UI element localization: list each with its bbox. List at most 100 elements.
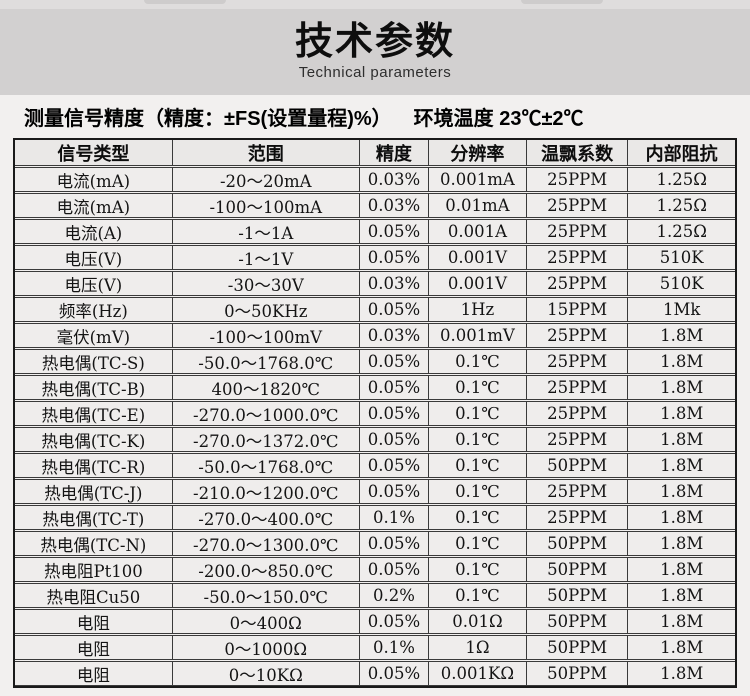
table-row: 热电偶(TC-B) 400～1820℃ 0.05% 0.1℃ 25PPM 1.8… xyxy=(15,375,735,400)
cell-temp-drift: 25PPM xyxy=(527,376,629,399)
cell-temp-drift: 25PPM xyxy=(527,246,629,269)
table-row: 热电偶(TC-R) -50.0～1768.0℃ 0.05% 0.1℃ 50PPM… xyxy=(15,453,735,478)
cell-internal-impedance: 1.8M xyxy=(660,352,704,371)
table-row: 热电偶(TC-J) -210.0～1200.0℃ 0.05% 0.1℃ 25PP… xyxy=(15,479,735,504)
cell-range: 400～1820℃ xyxy=(173,376,360,399)
table-row: 频率(Hz) 0～50KHz 0.05% 1Hz 15PPM 1Mk xyxy=(15,297,735,322)
cell-resolution: 1Ω xyxy=(429,636,527,659)
cell-resolution: 0.1℃ xyxy=(429,402,527,425)
cell-temp-drift: 25PPM xyxy=(527,168,629,191)
cell-internal-impedance: 1.25Ω xyxy=(656,170,707,189)
cell-accuracy: 0.05% xyxy=(360,558,429,581)
cell-temp-drift: 50PPM xyxy=(527,584,629,607)
cell-range: -100～100mA xyxy=(173,194,360,217)
cell-signal-type: 热电偶(TC-J) xyxy=(15,480,173,503)
cell-resolution: 0.001mA xyxy=(429,168,527,191)
cell-resolution: 0.1℃ xyxy=(429,376,527,399)
cell-internal-impedance: 1.8M xyxy=(660,326,704,345)
measurement-note: 测量信号精度（精度：±FS(设置量程)%） 环境温度 23℃±2℃ xyxy=(14,103,736,135)
cell-internal-impedance: 1.8M xyxy=(660,638,704,657)
cell-temp-drift: 25PPM xyxy=(527,324,629,347)
cell-signal-type: 热电偶(TC-R) xyxy=(15,454,173,477)
top-tab-left xyxy=(144,0,226,4)
cell-resolution: 0.1℃ xyxy=(429,506,527,529)
column-header-temp-drift: 温飘系数 xyxy=(527,140,629,165)
top-tab-right xyxy=(521,0,603,4)
cell-internal-impedance: 1.8M xyxy=(660,430,704,449)
cell-signal-type: 电流(mA) xyxy=(15,194,173,217)
table-row: 热电偶(TC-S) -50.0～1768.0℃ 0.05% 0.1℃ 25PPM… xyxy=(15,349,735,374)
cell-range: -50.0～1768.0℃ xyxy=(173,454,360,477)
table-body: 电流(mA) -20～20mA 0.03% 0.001mA 25PPM 1.25… xyxy=(15,167,735,686)
cell-temp-drift: 25PPM xyxy=(527,272,629,295)
column-header-resolution: 分辨率 xyxy=(429,140,527,165)
cell-accuracy: 0.05% xyxy=(360,376,429,399)
cell-accuracy: 0.05% xyxy=(360,428,429,451)
column-header-accuracy: 精度 xyxy=(360,140,429,165)
cell-accuracy: 0.05% xyxy=(360,662,429,685)
cell-internal-impedance: 1.25Ω xyxy=(656,196,707,215)
column-header-signal-type: 信号类型 xyxy=(15,140,173,165)
cell-accuracy: 0.05% xyxy=(360,454,429,477)
table-row: 电流(mA) -20～20mA 0.03% 0.001mA 25PPM 1.25… xyxy=(15,167,735,192)
cell-signal-type: 电阻 xyxy=(15,610,173,633)
cell-internal-impedance: 1.8M xyxy=(660,612,704,631)
cell-signal-type: 热电阻Cu50 xyxy=(15,584,173,607)
cell-range: -30～30V xyxy=(173,272,360,295)
cell-signal-type: 电压(V) xyxy=(15,272,173,295)
cell-internal-impedance: 1.8M xyxy=(660,378,704,397)
cell-accuracy: 0.03% xyxy=(360,194,429,217)
cell-range: -1～1A xyxy=(173,220,360,243)
cell-temp-drift: 15PPM xyxy=(527,298,629,321)
table-row: 热电阻Pt100 -200.0～850.0℃ 0.05% 0.1℃ 50PPM … xyxy=(15,557,735,582)
table-row: 电阻 0～10KΩ 0.05% 0.001KΩ 50PPM 1.8M xyxy=(15,661,735,686)
cell-resolution: 0.001V xyxy=(429,246,527,269)
cell-temp-drift: 25PPM xyxy=(527,220,629,243)
cell-internal-impedance: 510K xyxy=(659,248,704,267)
table-row: 热电偶(TC-N) -270.0～1300.0℃ 0.05% 0.1℃ 50PP… xyxy=(15,531,735,556)
accuracy-note: 测量信号精度（精度：±FS(设置量程)%） xyxy=(24,108,392,130)
cell-range: 0～400Ω xyxy=(173,610,360,633)
table-row: 电流(mA) -100～100mA 0.03% 0.01mA 25PPM 1.2… xyxy=(15,193,735,218)
cell-resolution: 0.001V xyxy=(429,272,527,295)
cell-accuracy: 0.2% xyxy=(360,584,429,607)
cell-resolution: 0.1℃ xyxy=(429,428,527,451)
cell-temp-drift: 25PPM xyxy=(527,194,629,217)
cell-resolution: 0.01Ω xyxy=(429,610,527,633)
cell-accuracy: 0.05% xyxy=(360,402,429,425)
table-header-row: 信号类型 范围 精度 分辨率 温飘系数 内部阻抗 xyxy=(15,140,735,166)
cell-resolution: 1Hz xyxy=(429,298,527,321)
cell-range: -50.0～1768.0℃ xyxy=(173,350,360,373)
cell-resolution: 0.1℃ xyxy=(429,350,527,373)
cell-internal-impedance: 1.8M xyxy=(660,664,704,683)
table-row: 毫伏(mV) -100～100mV 0.03% 0.001mV 25PPM 1.… xyxy=(15,323,735,348)
cell-temp-drift: 50PPM xyxy=(527,636,629,659)
table-row: 热电偶(TC-E) -270.0～1000.0℃ 0.05% 0.1℃ 25PP… xyxy=(15,401,735,426)
cell-accuracy: 0.05% xyxy=(360,246,429,269)
title-band: 技术参数 Technical parameters xyxy=(0,9,750,95)
cell-range: 0～1000Ω xyxy=(173,636,360,659)
cell-range: -270.0～1372.0℃ xyxy=(173,428,360,451)
cell-accuracy: 0.03% xyxy=(360,272,429,295)
table-row: 电压(V) -30～30V 0.03% 0.001V 25PPM 510K xyxy=(15,271,735,296)
table-row: 热电偶(TC-K) -270.0～1372.0℃ 0.05% 0.1℃ 25PP… xyxy=(15,427,735,452)
cell-temp-drift: 50PPM xyxy=(527,662,629,685)
cell-internal-impedance: 1Mk xyxy=(662,300,701,319)
cell-resolution: 0.1℃ xyxy=(429,480,527,503)
cell-range: -270.0～1000.0℃ xyxy=(173,402,360,425)
cell-temp-drift: 25PPM xyxy=(527,350,629,373)
page-subtitle: Technical parameters xyxy=(298,64,452,81)
ambient-temperature-note: 环境温度 23℃±2℃ xyxy=(413,108,584,130)
cell-accuracy: 0.1% xyxy=(360,636,429,659)
cell-internal-impedance: 510K xyxy=(659,274,704,293)
table-row: 电阻 0～1000Ω 0.1% 1Ω 50PPM 1.8M xyxy=(15,635,735,660)
cell-temp-drift: 50PPM xyxy=(527,532,629,555)
cell-internal-impedance: 1.8M xyxy=(660,404,704,423)
cell-range: 0～50KHz xyxy=(173,298,360,321)
cell-temp-drift: 25PPM xyxy=(527,428,629,451)
cell-signal-type: 热电偶(TC-N) xyxy=(15,532,173,555)
cell-range: -200.0～850.0℃ xyxy=(173,558,360,581)
cell-accuracy: 0.05% xyxy=(360,220,429,243)
cell-accuracy: 0.03% xyxy=(360,168,429,191)
cell-range: 0～10KΩ xyxy=(173,662,360,685)
